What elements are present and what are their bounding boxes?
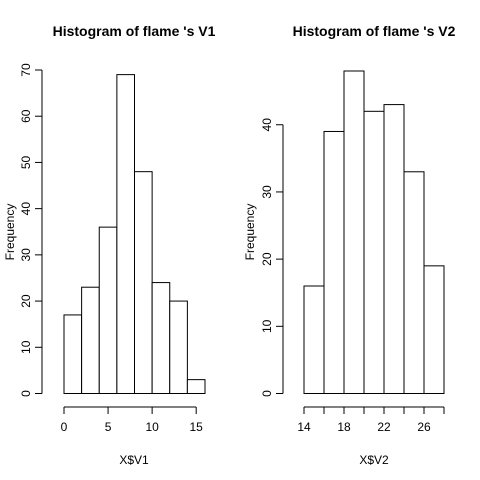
- x-tick-label: 5: [105, 420, 112, 434]
- x-tick-label: 26: [417, 420, 431, 434]
- y-tick-label: 70: [19, 63, 33, 77]
- y-tick-label: 40: [260, 118, 274, 132]
- histogram-bar: [323, 130, 345, 394]
- y-axis-label: Frequency: [3, 204, 17, 261]
- y-tick-label: 30: [260, 185, 274, 199]
- x-tick-label: 15: [190, 420, 204, 434]
- y-axis-label: Frequency: [243, 204, 257, 261]
- histogram-bar: [169, 300, 188, 395]
- y-tick-label: 0: [260, 390, 274, 397]
- y-tick-label: 10: [260, 319, 274, 333]
- y-tick-label: 20: [19, 294, 33, 308]
- y-tick-label: 20: [260, 252, 274, 266]
- y-axis: 0 10 20 30 40 50 60 70: [19, 63, 43, 397]
- histogram-bar: [186, 379, 206, 394]
- y-tick-label: 40: [19, 202, 33, 216]
- histogram-bar: [63, 314, 83, 394]
- x-tick-label: 0: [61, 420, 68, 434]
- x-axis: 0 5 10 15: [61, 406, 204, 434]
- histogram-bar: [151, 282, 171, 395]
- histogram-bar: [403, 171, 425, 394]
- bar-group: [303, 70, 445, 394]
- histogram-bar: [98, 226, 118, 394]
- y-tick-label: 10: [19, 340, 33, 354]
- x-tick-label: 18: [337, 420, 351, 434]
- y-tick-label: 0: [19, 390, 33, 397]
- y-tick-label: 30: [19, 248, 33, 262]
- x-tick-label: 22: [377, 420, 391, 434]
- chart-title: Histogram of flame 's V1: [53, 23, 216, 39]
- histogram-v1: Histogram of flame 's V1 X$V1 Frequency …: [3, 23, 216, 467]
- histogram-bar: [116, 74, 135, 394]
- histogram-bar: [303, 285, 325, 394]
- x-axis-label: X$V2: [359, 453, 389, 467]
- x-tick-label: 14: [297, 420, 311, 434]
- bar-group: [63, 74, 206, 395]
- histogram-v2: Histogram of flame 's V2 X$V2 Frequency …: [243, 23, 456, 467]
- histogram-bar: [81, 286, 100, 395]
- y-tick-label: 60: [19, 109, 33, 123]
- histogram-bar: [363, 110, 385, 394]
- histogram-bar: [343, 70, 365, 394]
- histogram-bar: [423, 265, 445, 394]
- histogram-bar: [383, 104, 405, 394]
- y-axis: 0 10 20 30 40: [260, 118, 284, 397]
- x-axis: 14 18 22 26: [297, 406, 445, 434]
- y-tick-label: 50: [19, 155, 33, 169]
- histogram-bar: [134, 171, 153, 394]
- x-axis-label: X$V1: [119, 453, 149, 467]
- x-tick-label: 10: [145, 420, 159, 434]
- chart-title: Histogram of flame 's V2: [293, 23, 456, 39]
